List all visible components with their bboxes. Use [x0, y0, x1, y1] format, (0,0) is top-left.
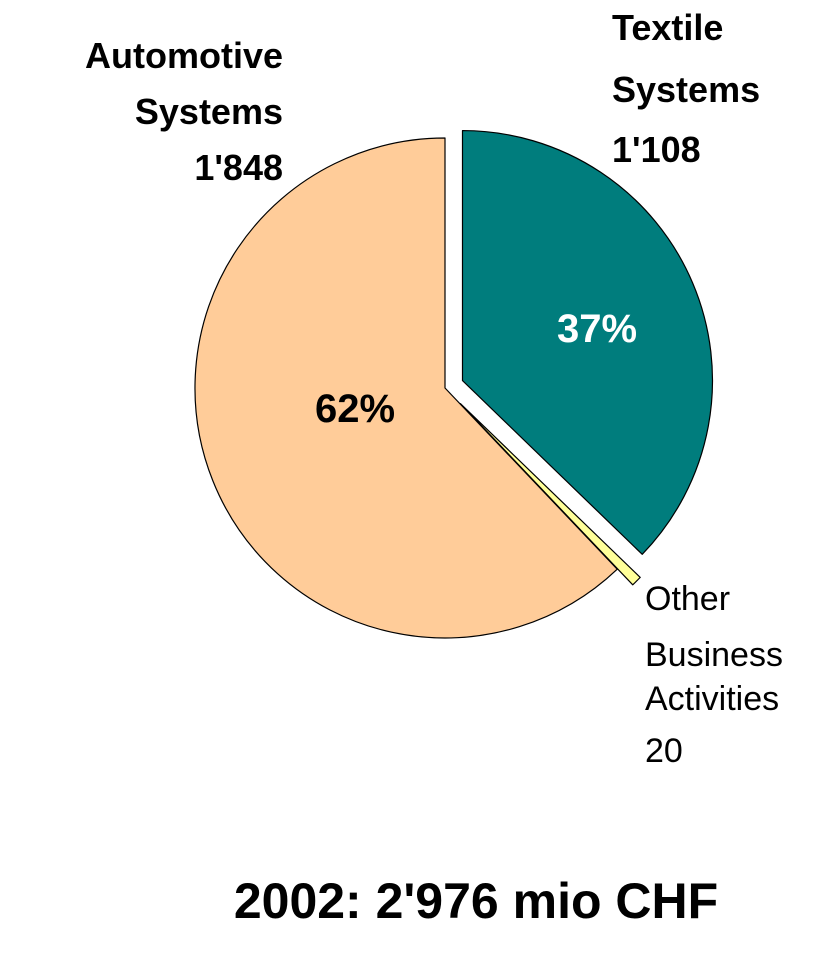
pie-slice-textile [461, 129, 714, 555]
pie-percent-label-automotive: 62% [315, 387, 395, 431]
pie-slice-value-other: 20 [645, 732, 683, 770]
pie-slice-automotive [194, 137, 618, 639]
pie-slice-other [459, 403, 641, 586]
pie-slice-label-other-line1: Other [645, 580, 730, 618]
pie-slice-label-other-line3: Activities [645, 680, 779, 718]
pie-slice-label-automotive-line1: Automotive [85, 35, 283, 76]
pie-slice-value-automotive: 1'848 [194, 147, 283, 188]
pie-slice-label-textile-line2: Systems [612, 69, 760, 110]
pie-slice-value-textile: 1'108 [612, 129, 701, 170]
pie-slice-label-other-line2: Business [645, 636, 783, 674]
chart-total-caption: 2002: 2'976 mio CHF [234, 873, 718, 929]
pie-slice-label-textile-line1: Textile [612, 7, 723, 48]
pie-slice-label-automotive-line2: Systems [135, 91, 283, 132]
pie-percent-label-textile: 37% [557, 307, 637, 351]
pie-slices [194, 129, 714, 639]
